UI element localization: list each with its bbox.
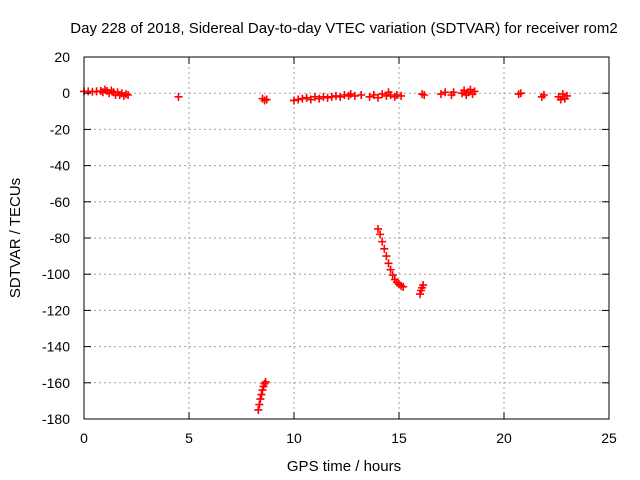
data-point bbox=[470, 87, 479, 96]
data-point bbox=[262, 95, 271, 104]
data-point bbox=[302, 93, 311, 102]
data-point bbox=[311, 92, 319, 101]
data-point bbox=[380, 244, 389, 253]
data-point bbox=[516, 89, 525, 98]
data-point bbox=[449, 88, 458, 97]
y-tick-label: -60 bbox=[50, 194, 70, 210]
data-point bbox=[378, 90, 387, 99]
data-point bbox=[437, 90, 445, 99]
data-point bbox=[357, 91, 366, 100]
data-points bbox=[80, 85, 571, 414]
tick-labels: 0 5 10 15 20 25 20 0 -20 -40 -60 -80 -100 -120 -140 -16… bbox=[42, 49, 617, 446]
data-point bbox=[298, 94, 307, 103]
x-tick-label: 5 bbox=[185, 430, 193, 446]
data-point bbox=[256, 395, 265, 404]
y-tick-label: -180 bbox=[42, 411, 70, 427]
data-point bbox=[260, 379, 269, 388]
data-point bbox=[563, 91, 571, 100]
data-point bbox=[323, 93, 332, 102]
y-axis-label: SDTVAR / TECUs bbox=[7, 178, 24, 298]
y-tick-label: 0 bbox=[62, 85, 70, 101]
data-point bbox=[460, 86, 469, 95]
y-tick-label: -120 bbox=[42, 302, 70, 318]
data-point bbox=[388, 271, 397, 280]
data-point bbox=[382, 252, 391, 261]
y-tick-label: 20 bbox=[54, 49, 70, 65]
data-point bbox=[255, 400, 264, 409]
data-point bbox=[340, 91, 349, 100]
data-point bbox=[374, 93, 382, 102]
chart-title: Day 228 of 2018, Sidereal Day-to-day VTE… bbox=[70, 20, 617, 37]
data-point bbox=[441, 88, 450, 97]
data-point bbox=[539, 91, 548, 100]
data-point bbox=[384, 259, 393, 268]
data-point bbox=[399, 282, 408, 291]
data-point bbox=[294, 95, 303, 104]
data-point bbox=[315, 94, 324, 103]
data-point bbox=[319, 92, 328, 101]
data-point bbox=[290, 96, 298, 105]
data-point bbox=[257, 390, 266, 399]
data-point bbox=[369, 91, 378, 100]
axis-ticks bbox=[83, 56, 610, 420]
data-point bbox=[558, 90, 567, 99]
x-tick-label: 20 bbox=[496, 430, 512, 446]
data-point bbox=[392, 91, 401, 100]
data-point bbox=[386, 265, 395, 274]
data-point bbox=[419, 281, 428, 290]
data-point bbox=[306, 95, 315, 104]
data-point bbox=[556, 95, 565, 104]
data-point bbox=[254, 405, 263, 414]
data-point bbox=[332, 91, 340, 100]
x-tick-label: 10 bbox=[286, 430, 302, 446]
y-tick-label: -80 bbox=[50, 230, 70, 246]
data-point bbox=[124, 91, 133, 100]
y-tick-label: -40 bbox=[50, 158, 70, 174]
x-tick-label: 25 bbox=[601, 430, 617, 446]
data-point bbox=[365, 92, 374, 101]
grid-lines bbox=[84, 57, 609, 419]
data-point bbox=[258, 386, 267, 395]
x-tick-label: 0 bbox=[80, 430, 88, 446]
data-point bbox=[336, 92, 345, 101]
data-point bbox=[416, 290, 424, 299]
y-tick-label: -100 bbox=[42, 266, 70, 282]
data-point bbox=[346, 90, 355, 99]
data-point bbox=[376, 230, 385, 239]
data-point bbox=[378, 237, 387, 246]
data-point bbox=[350, 91, 359, 100]
x-tick-label: 15 bbox=[391, 430, 407, 446]
data-point bbox=[466, 85, 475, 94]
data-point bbox=[420, 91, 429, 100]
data-point bbox=[174, 92, 183, 101]
y-tick-label: -140 bbox=[42, 339, 70, 355]
data-point bbox=[397, 91, 406, 100]
y-tick-label: -20 bbox=[50, 121, 70, 137]
y-tick-label: -160 bbox=[42, 375, 70, 391]
data-point bbox=[374, 224, 382, 233]
data-point bbox=[261, 377, 270, 386]
data-point bbox=[327, 92, 336, 101]
x-axis-label: GPS time / hours bbox=[287, 458, 401, 475]
